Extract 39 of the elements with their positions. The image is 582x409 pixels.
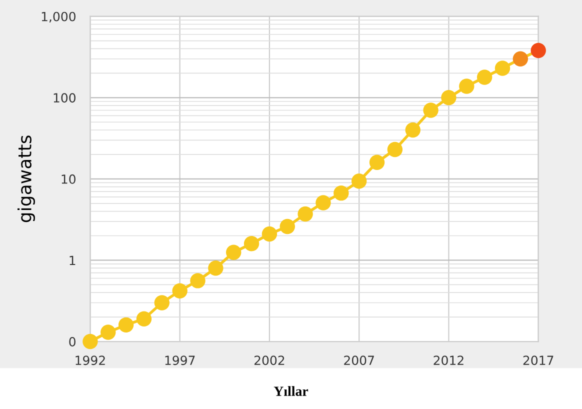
point xyxy=(494,60,510,76)
point xyxy=(100,324,116,340)
x-tick-label: 1997 xyxy=(165,356,195,366)
point xyxy=(136,311,152,326)
x-tick-label: 2017 xyxy=(523,356,554,366)
x-tick-label: 2012 xyxy=(434,356,464,366)
point xyxy=(118,317,134,333)
point xyxy=(459,78,474,94)
point xyxy=(190,273,206,288)
point xyxy=(423,102,438,118)
point xyxy=(369,154,385,170)
point xyxy=(316,195,331,210)
y-tick-label: 10 xyxy=(62,174,76,184)
point xyxy=(530,42,546,58)
x-tick-label: 2007 xyxy=(344,356,374,366)
point xyxy=(208,260,224,276)
point xyxy=(226,244,242,260)
point xyxy=(387,142,403,158)
point xyxy=(405,122,420,138)
point xyxy=(351,174,367,189)
point xyxy=(476,70,492,85)
y-tick-label: 1 xyxy=(70,256,76,265)
x-axis-title: Yıllar xyxy=(274,386,308,396)
x-tick-label: 1992 xyxy=(76,356,105,366)
y-tick-label: 0 xyxy=(69,336,76,346)
point xyxy=(512,51,528,66)
point xyxy=(244,236,260,252)
point xyxy=(154,295,170,310)
point xyxy=(280,218,295,234)
y-tick-label: 1,000 xyxy=(42,12,76,23)
point xyxy=(262,226,278,242)
y-axis-title: gigawatts xyxy=(18,136,35,222)
point xyxy=(172,283,188,298)
point xyxy=(298,206,313,222)
x-tick-label: 2002 xyxy=(254,356,284,366)
y-tick-label: 100 xyxy=(54,93,76,103)
point xyxy=(334,185,349,201)
point xyxy=(82,334,98,350)
point xyxy=(441,90,456,106)
